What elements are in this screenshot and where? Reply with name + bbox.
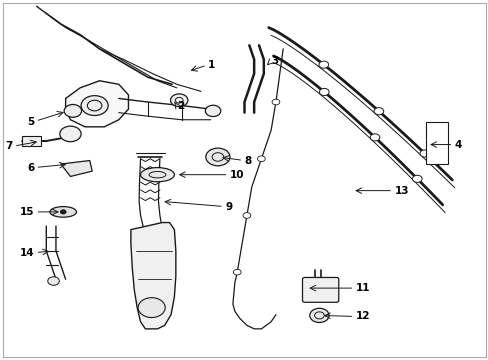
Circle shape	[319, 89, 328, 95]
Text: 14: 14	[20, 248, 34, 258]
Text: 13: 13	[393, 186, 408, 195]
Text: 9: 9	[224, 202, 232, 212]
Ellipse shape	[140, 168, 174, 182]
Text: 1: 1	[208, 60, 215, 70]
Circle shape	[243, 213, 250, 218]
Ellipse shape	[50, 207, 76, 217]
Circle shape	[309, 308, 328, 323]
Text: 10: 10	[229, 170, 244, 180]
Text: 5: 5	[27, 117, 34, 126]
Text: 7: 7	[5, 141, 12, 151]
Bar	[425, 122, 447, 164]
Text: 11: 11	[355, 283, 369, 293]
Circle shape	[233, 269, 241, 275]
Text: 4: 4	[454, 140, 461, 149]
Circle shape	[257, 156, 265, 162]
Polygon shape	[61, 161, 92, 176]
Circle shape	[138, 298, 165, 318]
Text: 2: 2	[177, 100, 183, 111]
Circle shape	[170, 94, 187, 107]
Text: 15: 15	[20, 207, 34, 217]
Circle shape	[271, 99, 279, 105]
Circle shape	[205, 148, 229, 166]
Circle shape	[318, 61, 328, 68]
Circle shape	[369, 134, 379, 141]
Circle shape	[60, 210, 66, 214]
Polygon shape	[131, 222, 176, 329]
Polygon shape	[65, 81, 128, 127]
Text: 8: 8	[244, 156, 251, 166]
FancyBboxPatch shape	[302, 278, 338, 302]
Text: 6: 6	[27, 163, 34, 172]
Circle shape	[205, 105, 221, 117]
FancyBboxPatch shape	[22, 136, 41, 146]
Circle shape	[412, 175, 421, 183]
Text: 12: 12	[355, 311, 369, 321]
Circle shape	[60, 126, 81, 142]
Circle shape	[48, 277, 59, 285]
Text: 3: 3	[270, 56, 278, 66]
Circle shape	[64, 104, 81, 117]
Circle shape	[373, 108, 383, 115]
Circle shape	[419, 150, 429, 157]
Circle shape	[81, 96, 108, 116]
